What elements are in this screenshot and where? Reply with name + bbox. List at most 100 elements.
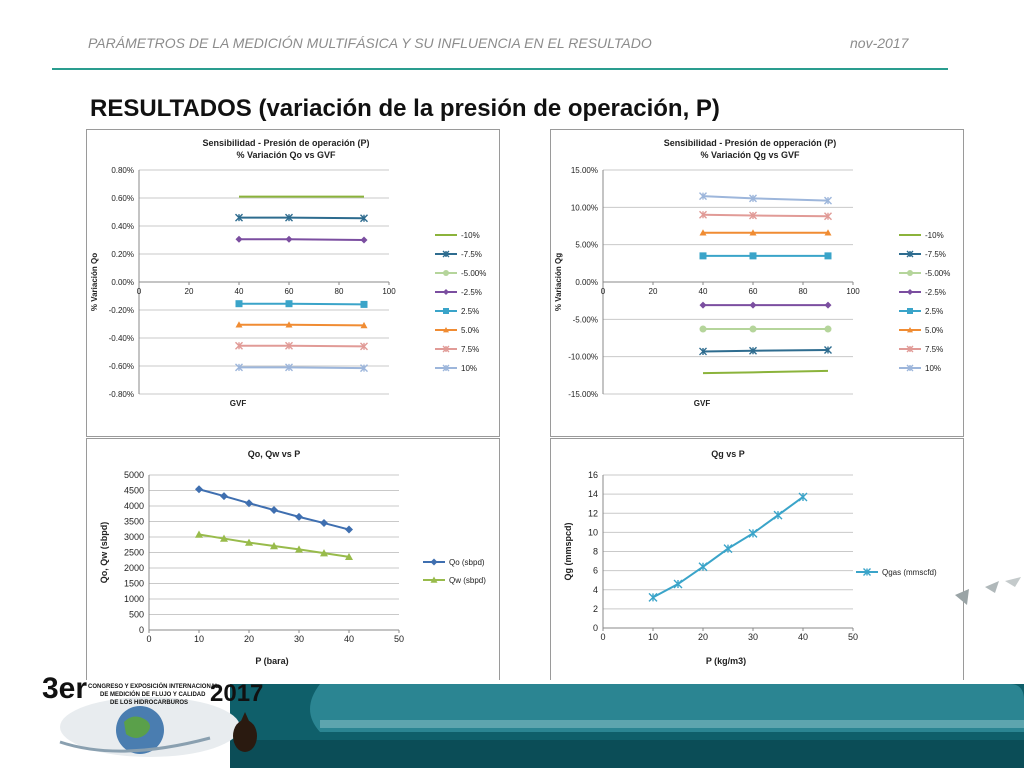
data-point <box>699 192 707 201</box>
data-point <box>270 541 278 550</box>
y-axis-label: Qo, Qw (sbpd) <box>99 522 109 584</box>
x-tick-label: 10 <box>648 632 658 642</box>
data-point <box>360 342 368 351</box>
x-tick-label: 10 <box>194 634 204 644</box>
y-tick-label: 1500 <box>124 579 144 589</box>
data-point <box>773 510 783 520</box>
legend-marker <box>442 364 450 372</box>
y-tick-label: 10.00% <box>571 203 598 212</box>
data-point <box>749 211 757 220</box>
chart-svg-0: Sensibilidad - Presión de operación (P)%… <box>90 138 486 408</box>
data-point <box>235 341 243 350</box>
legend-label: Qo (sbpd) <box>449 558 485 567</box>
legend-marker <box>442 345 450 353</box>
series-line <box>702 348 829 353</box>
y-tick-label: 0.00% <box>575 278 598 287</box>
chart-panel-qg-vs-p: Qg vs P 0 2 4 6 8 10 12 14 16 0 10 20 30 40 50 P (kg/m3)… <box>550 438 964 682</box>
data-point <box>195 485 203 494</box>
data-point <box>824 196 832 205</box>
y-tick-label: 6 <box>593 566 598 576</box>
data-point <box>285 213 293 222</box>
y-tick-label: 2500 <box>124 548 144 558</box>
data-point <box>360 300 368 308</box>
legend-label: 10% <box>925 364 941 373</box>
logo-line-3: DE LOS HIDROCARBUROS <box>110 700 189 706</box>
legend-label: -5.00% <box>925 269 950 278</box>
legend-label: 10% <box>461 364 477 373</box>
decorative-arrows <box>955 577 1021 605</box>
data-point <box>699 301 707 309</box>
y-tick-label: 4500 <box>124 486 144 496</box>
legend-label: -2.5% <box>925 288 946 297</box>
data-point <box>245 499 253 508</box>
x-axis-label: P (bara) <box>255 656 288 666</box>
data-point <box>824 345 832 354</box>
legend-marker <box>443 327 449 333</box>
data-point <box>749 229 757 236</box>
legend-label: 2.5% <box>925 307 943 316</box>
data-point <box>699 325 707 333</box>
legend-label: 5.0% <box>925 326 943 335</box>
legend-label: -5.00% <box>461 269 486 278</box>
data-point <box>699 229 707 236</box>
data-point <box>220 534 228 542</box>
y-tick-label: 0 <box>593 623 598 633</box>
data-point <box>824 229 832 236</box>
y-tick-label: -0.60% <box>109 362 134 371</box>
y-axis-label: % Variación Qg <box>554 253 563 311</box>
slide-title: RESULTADOS (variación de la presión de o… <box>90 95 720 122</box>
data-point <box>698 562 708 572</box>
chart-panel-qo-variation: Sensibilidad - Presión de operación (P)%… <box>86 129 500 437</box>
legend-marker <box>907 289 913 295</box>
data-point <box>360 236 368 244</box>
legend-label: 2.5% <box>461 307 479 316</box>
data-point <box>749 301 757 309</box>
legend-marker <box>907 270 913 276</box>
chart-subtitle: % Variación Qo vs GVF <box>236 150 336 160</box>
y-tick-label: 4 <box>593 585 598 595</box>
chart-svg-3: Qg vs P 0 2 4 6 8 10 12 14 16 0 10 20 30 40 50 P (kg/m3)… <box>563 449 937 666</box>
x-tick-label: 100 <box>846 287 860 296</box>
legend-marker <box>430 558 438 566</box>
x-tick-label: 20 <box>649 287 658 296</box>
legend-label: 7.5% <box>925 345 943 354</box>
series-line <box>239 216 365 220</box>
data-point <box>673 579 683 589</box>
y-tick-label: -10.00% <box>568 353 598 362</box>
y-tick-label: 1000 <box>124 594 144 604</box>
logo-number: 3er <box>42 672 88 705</box>
data-point <box>824 252 832 260</box>
data-point <box>235 235 243 243</box>
data-point <box>220 492 228 501</box>
y-axis-label: % Variación Qo <box>90 253 99 311</box>
data-point <box>699 252 707 260</box>
y-tick-label: 2000 <box>124 563 144 573</box>
x-tick-label: 100 <box>382 287 396 296</box>
y-tick-label: -15.00% <box>568 390 598 399</box>
x-axis-label: P (kg/m3) <box>706 656 746 666</box>
legend-marker <box>906 364 914 372</box>
data-point <box>285 363 293 372</box>
y-axis-label: Qg (mmspcd) <box>563 522 573 580</box>
x-tick-label: 60 <box>749 287 758 296</box>
x-tick-label: 20 <box>185 287 194 296</box>
series-line <box>702 213 829 218</box>
y-tick-label: 0 <box>139 625 144 635</box>
chart-subtitle: % Variación Qg vs GVF <box>700 150 800 160</box>
chart-title: Qg vs P <box>711 449 745 459</box>
data-point <box>320 549 328 557</box>
x-tick-label: 30 <box>294 634 304 644</box>
legend-label: -7.5% <box>925 250 946 259</box>
series-line <box>239 366 365 370</box>
legend-label: Qgas (mmscfd) <box>882 568 937 577</box>
series-line <box>702 195 829 202</box>
congress-logo: 3er 2017 CONGRESO Y EXPOSICIÓN INTERNACI… <box>40 672 280 768</box>
data-point <box>285 341 293 350</box>
y-tick-label: 0.60% <box>111 194 134 203</box>
legend-marker <box>443 308 449 314</box>
data-point <box>285 321 293 328</box>
y-tick-label: 15.00% <box>571 166 598 175</box>
legend-label: Qw (sbpd) <box>449 576 486 585</box>
data-point <box>723 544 733 554</box>
data-point <box>320 519 328 528</box>
